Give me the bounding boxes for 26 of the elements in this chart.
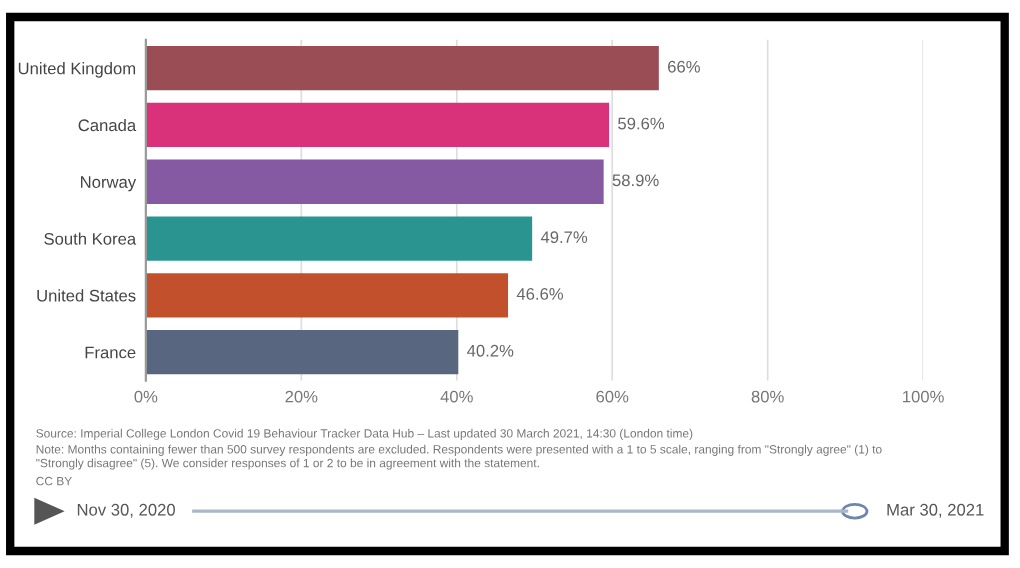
y-tick-label: Norway xyxy=(81,176,137,192)
data-label: 40.2% xyxy=(467,344,514,357)
data-label: 46.6% xyxy=(516,288,564,300)
data-label: 49.7% xyxy=(540,231,588,244)
bar xyxy=(145,102,610,148)
data-label: 59.6% xyxy=(618,117,665,130)
text: Nov 30, 2020 xyxy=(77,503,175,518)
data-label: 58.9% xyxy=(612,174,659,187)
bar xyxy=(145,46,659,91)
bar xyxy=(145,159,604,204)
x-tick-label: 100% xyxy=(903,390,944,403)
y-tick-label: United Kingdom xyxy=(18,62,136,78)
bar xyxy=(145,273,509,318)
x-tick-label: 0% xyxy=(134,390,158,403)
data-label: 66% xyxy=(668,60,700,73)
x-tick-label: 40% xyxy=(440,390,473,403)
bar xyxy=(145,216,533,261)
y-tick-label: South Korea xyxy=(44,232,137,245)
x-tick-label: 20% xyxy=(285,390,318,403)
text: Mar 30, 2021 xyxy=(887,503,984,518)
y-tick-label: Canada xyxy=(78,118,137,132)
y-tick-label: United States xyxy=(37,289,136,302)
bar xyxy=(145,330,459,375)
x-tick-label: 60% xyxy=(596,390,629,403)
y-tick-label: France xyxy=(85,346,136,359)
x-tick-label: 80% xyxy=(751,390,784,403)
